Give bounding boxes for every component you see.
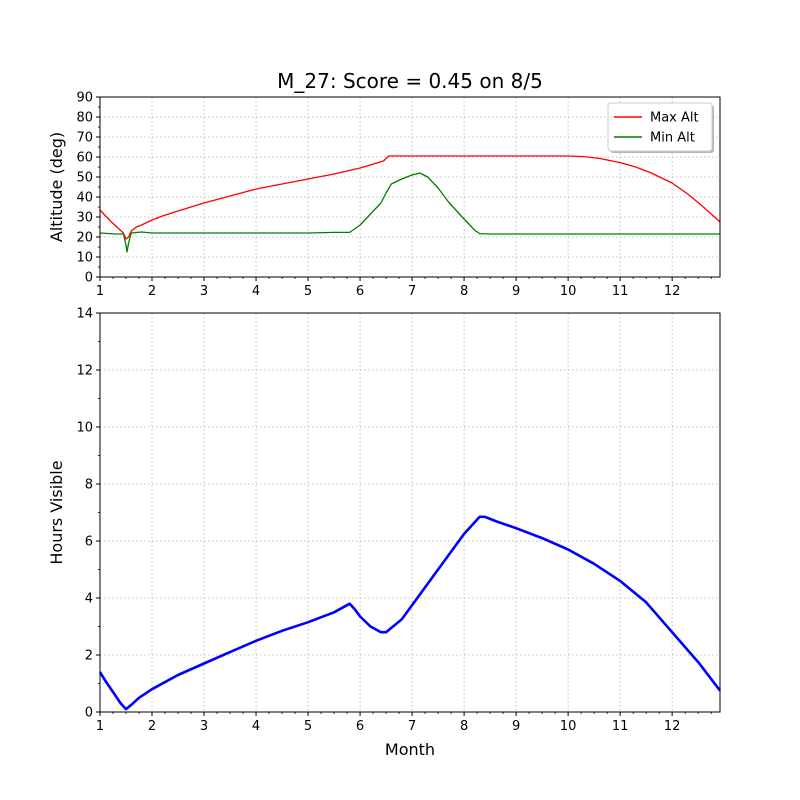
x-tick-label: 12	[664, 284, 681, 299]
x-tick-label: 10	[560, 284, 577, 299]
y-tick-label: 80	[76, 111, 93, 126]
y-tick-label: 40	[76, 191, 93, 206]
x-tick-label: 7	[408, 284, 416, 299]
x-tick-label: 3	[200, 719, 208, 734]
y-tick-label: 50	[76, 171, 93, 186]
x-tick-label: 6	[356, 719, 364, 734]
y-tick-label: 10	[76, 251, 93, 266]
y-tick-label: 12	[76, 364, 93, 379]
x-tick-label: 8	[460, 284, 468, 299]
x-tick-label: 5	[304, 284, 312, 299]
x-tick-label: 12	[664, 719, 681, 734]
x-tick-label: 2	[148, 284, 156, 299]
x-tick-label: 11	[612, 719, 629, 734]
x-tick-label: 8	[460, 719, 468, 734]
y-axis-label: Hours Visible	[47, 460, 66, 564]
y-tick-label: 14	[76, 307, 93, 322]
y-tick-label: 0	[85, 271, 93, 286]
x-tick-label: 2	[148, 719, 156, 734]
x-tick-label: 6	[356, 284, 364, 299]
x-tick-label: 5	[304, 719, 312, 734]
series-line-max-alt	[99, 155, 721, 240]
x-tick-label: 9	[512, 719, 520, 734]
y-tick-label: 6	[85, 535, 93, 550]
y-tick-label: 30	[76, 211, 93, 226]
legend-label: Min Alt	[650, 131, 695, 146]
y-tick-label: 70	[76, 131, 93, 146]
legend-box	[607, 102, 713, 152]
y-tick-label: 4	[85, 592, 93, 607]
chart-title: M_27: Score = 0.45 on 8/5	[277, 69, 543, 93]
x-tick-label: 11	[612, 284, 629, 299]
x-tick-label: 4	[252, 719, 260, 734]
y-tick-label: 20	[76, 231, 93, 246]
y-axis-label: Altitude (deg)	[47, 132, 66, 242]
y-tick-label: 2	[85, 649, 93, 664]
x-tick-label: 9	[512, 284, 520, 299]
x-tick-label: 3	[200, 284, 208, 299]
y-tick-label: 10	[76, 421, 93, 436]
series-line-0	[98, 515, 722, 711]
legend: Max Alt Min Alt	[607, 102, 714, 153]
y-tick-label: 0	[85, 706, 93, 721]
x-axis-label: Month	[385, 740, 435, 759]
legend-label: Max Alt	[650, 111, 699, 126]
y-tick-label: 60	[76, 151, 93, 166]
x-tick-label: 4	[252, 284, 260, 299]
x-tick-label: 1	[96, 719, 104, 734]
x-tick-label: 1	[96, 284, 104, 299]
altitude-panel: 1 2 3 4 5 6 7 8 9 10 11 120102030405060708090Altitu…	[47, 91, 721, 299]
x-tick-label: 10	[560, 719, 577, 734]
y-tick-label: 8	[85, 478, 93, 493]
series-line-min-alt	[99, 172, 720, 253]
y-tick-label: 90	[76, 91, 93, 106]
x-tick-label: 7	[408, 719, 416, 734]
